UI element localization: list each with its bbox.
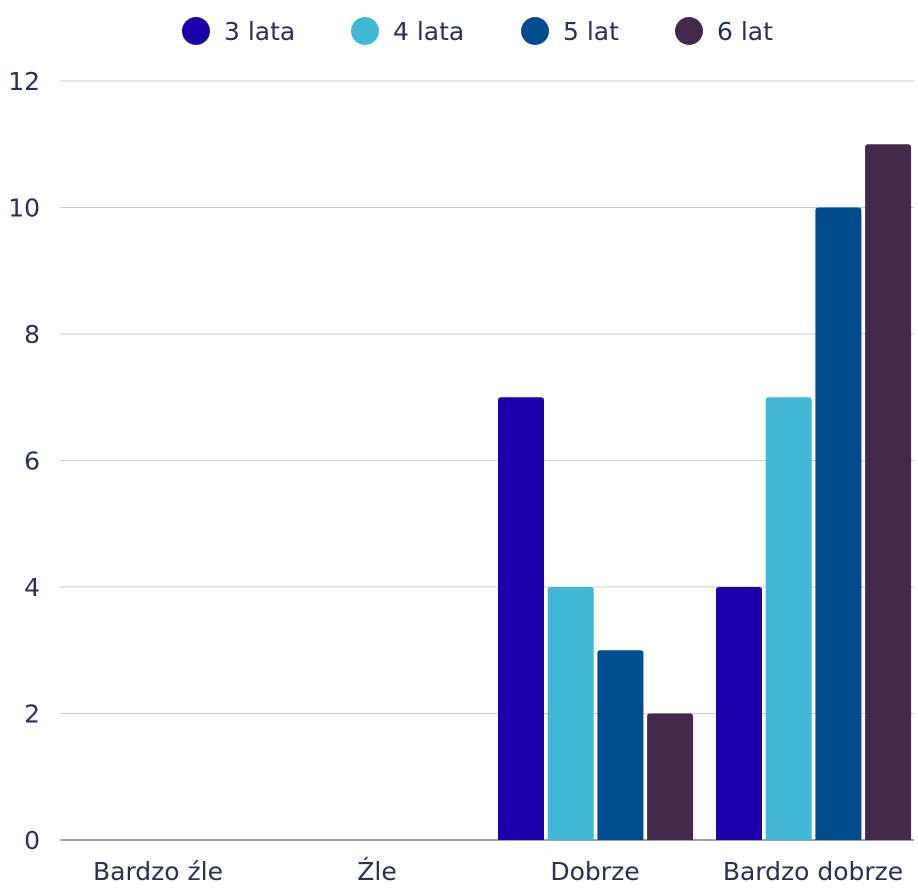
y-tick-label: 10 (8, 194, 40, 223)
bar-4-lata-2 (547, 587, 594, 840)
legend-swatch (182, 17, 210, 45)
legend-item: 4 lata (351, 17, 464, 46)
bar-5-lat-3 (815, 207, 862, 840)
bar-6-lat-2 (647, 713, 694, 840)
legend-label: 6 lat (717, 17, 773, 46)
bar-3-lata-3 (716, 587, 762, 840)
legend-label: 4 lata (393, 17, 464, 46)
bar-5-lat-2 (597, 650, 644, 840)
bar-6-lat-3 (865, 144, 912, 840)
y-axis-ticks: 0 2 4 6 8 10 12 (8, 67, 40, 855)
legend: 3 lata 4 lata 5 lat 6 lat (182, 17, 773, 46)
y-tick-label: 4 (24, 573, 40, 602)
legend-label: 3 lata (224, 17, 295, 46)
y-tick-label: 12 (8, 67, 40, 96)
legend-label: 5 lat (563, 17, 619, 46)
legend-item: 3 lata (182, 17, 295, 46)
x-tick-label: Źle (357, 857, 396, 884)
x-tick-label: Bardzo źle (93, 857, 223, 884)
y-tick-label: 0 (24, 826, 40, 855)
y-tick-label: 2 (24, 700, 40, 729)
legend-item: 6 lat (675, 17, 773, 46)
x-axis-ticks: Bardzo źle Źle Dobrze Bardzo dobrze (93, 857, 903, 886)
y-tick-label: 6 (24, 447, 40, 476)
x-tick-label: Dobrze (550, 857, 639, 884)
legend-swatch (521, 17, 549, 45)
x-tick-label: Bardzo dobrze (723, 857, 903, 884)
bar-3-lata-2 (498, 397, 544, 840)
bar-4-lata-3 (765, 397, 812, 840)
legend-item: 5 lat (521, 17, 619, 46)
legend-swatch (351, 17, 379, 45)
y-tick-label: 8 (24, 320, 40, 349)
legend-swatch (675, 17, 703, 45)
bars (498, 144, 912, 840)
